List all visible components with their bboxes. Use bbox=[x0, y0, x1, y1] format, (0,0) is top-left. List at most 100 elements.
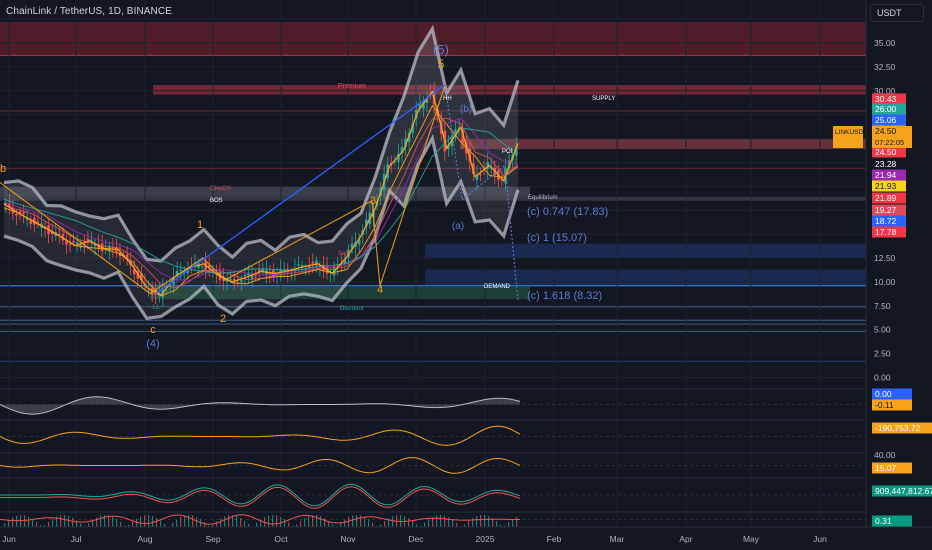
volume-bar bbox=[112, 516, 114, 527]
candle bbox=[36, 221, 40, 223]
pane-value: 0.00 bbox=[875, 389, 892, 399]
annotation-label: 3 bbox=[370, 195, 376, 207]
candle bbox=[475, 175, 479, 181]
volume-bar bbox=[132, 521, 134, 527]
candle bbox=[300, 265, 304, 267]
volume-bar bbox=[220, 518, 222, 527]
price-label-bg bbox=[872, 169, 906, 181]
time-tick-label: Jul bbox=[71, 534, 82, 544]
volume-bar bbox=[88, 523, 90, 527]
currency-selector[interactable]: USDT bbox=[870, 4, 924, 22]
annotation-label: (5) bbox=[433, 42, 449, 57]
annotation-label: BOS bbox=[210, 198, 223, 204]
candle bbox=[418, 102, 422, 109]
pane-value-bg bbox=[872, 515, 912, 527]
volume-bar bbox=[432, 517, 434, 527]
candle bbox=[400, 146, 404, 154]
volume-bar bbox=[328, 520, 330, 527]
candle bbox=[186, 270, 190, 273]
price-label: 18.72 bbox=[875, 216, 897, 226]
volume-bar bbox=[436, 515, 438, 527]
annotation-label: (c) 0.747 (17.83) bbox=[527, 206, 608, 218]
candle bbox=[468, 149, 472, 162]
volume-bar bbox=[392, 516, 394, 527]
annotation-label: DEMAND bbox=[484, 284, 511, 290]
annotation-label: 2 bbox=[220, 313, 226, 325]
candle bbox=[97, 243, 100, 250]
volume-bar bbox=[448, 517, 450, 527]
volume-bar bbox=[244, 520, 246, 527]
volume-bar bbox=[140, 516, 142, 527]
volume-bar bbox=[356, 515, 358, 527]
volume-bar bbox=[420, 525, 422, 527]
candle bbox=[479, 174, 482, 176]
volume-bar bbox=[408, 518, 410, 527]
volume-bar bbox=[492, 518, 494, 527]
price-label: 25.06 bbox=[875, 115, 897, 125]
volume-bar bbox=[388, 518, 390, 527]
volume-bar bbox=[204, 522, 206, 527]
volume-bar bbox=[496, 521, 498, 527]
indicator-line bbox=[0, 425, 521, 446]
volume-bar bbox=[288, 522, 290, 527]
pane-axis-tick: 40.00 bbox=[874, 450, 896, 460]
volume-bar bbox=[180, 517, 182, 527]
volume-bar bbox=[172, 523, 174, 527]
annotation-label: SUPPLY bbox=[592, 96, 615, 102]
volume-bar bbox=[144, 515, 146, 527]
overlay-layer bbox=[0, 84, 519, 302]
volume-bar bbox=[72, 517, 74, 527]
volume-bar bbox=[248, 524, 250, 527]
volume-bar bbox=[224, 516, 226, 527]
candle bbox=[175, 271, 179, 277]
volume-bar bbox=[76, 520, 78, 527]
annotation-label: (c) 1 (15.07) bbox=[527, 232, 587, 244]
volume-bar bbox=[156, 517, 158, 527]
candle bbox=[11, 209, 15, 214]
price-tick-label: 0.00 bbox=[874, 373, 891, 383]
price-tick-label: 7.50 bbox=[874, 301, 891, 311]
annotation-label: LL bbox=[153, 305, 160, 311]
price-axis[interactable]: 37.5035.0032.5030.0027.5025.0022.5020.00… bbox=[833, 0, 932, 550]
moving-average-line bbox=[3, 127, 519, 274]
price-label-bg bbox=[872, 192, 906, 204]
candle bbox=[125, 254, 129, 259]
volume-bar bbox=[80, 523, 82, 527]
volume-bar bbox=[456, 522, 458, 527]
volume-bar bbox=[324, 518, 326, 527]
wave-path bbox=[0, 84, 446, 295]
volume-bar bbox=[68, 515, 70, 527]
volume-bar bbox=[280, 516, 282, 527]
price-label: 21.93 bbox=[875, 181, 897, 191]
candle bbox=[257, 269, 261, 273]
volume-bar bbox=[184, 515, 186, 527]
time-tick-label: Feb bbox=[547, 534, 562, 544]
indicator-panes bbox=[0, 388, 866, 527]
candle bbox=[150, 287, 154, 295]
time-tick-label: 2025 bbox=[476, 534, 495, 544]
demand-zone-upper bbox=[425, 243, 866, 259]
pane-value-bg bbox=[872, 422, 932, 434]
volume-bar bbox=[136, 518, 138, 527]
volume-bar bbox=[236, 516, 238, 527]
volume-bar bbox=[500, 524, 502, 527]
candle bbox=[65, 241, 68, 245]
price-label: 24.50 bbox=[875, 147, 897, 157]
candle bbox=[393, 161, 397, 163]
volume-bar bbox=[276, 515, 278, 527]
band-lower bbox=[3, 133, 520, 321]
volume-bar bbox=[228, 515, 230, 527]
price-label-bg bbox=[872, 226, 906, 238]
pane-value-bg bbox=[872, 462, 912, 474]
moving-average-line bbox=[3, 117, 519, 289]
time-axis[interactable]: Jun Jul Aug Sep Oct Nov Dec 2025 Feb Mar Apr May Jun bbox=[0, 526, 932, 550]
volume-bar bbox=[332, 524, 334, 527]
volume-bar bbox=[300, 521, 302, 527]
volume-bar bbox=[64, 515, 66, 527]
candle bbox=[22, 212, 25, 214]
volume-bar bbox=[512, 519, 514, 527]
candle bbox=[58, 233, 61, 235]
candle bbox=[297, 264, 300, 266]
pane-value: 0.31 bbox=[875, 516, 892, 526]
